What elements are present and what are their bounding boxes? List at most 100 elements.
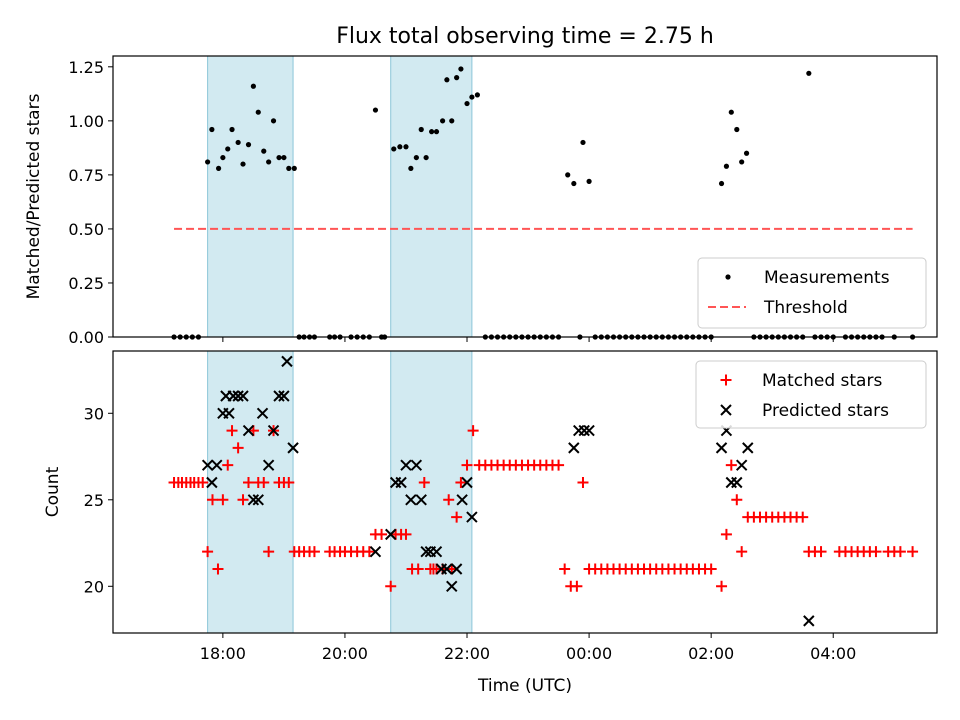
measurement-point [429,129,435,135]
measurement-point [586,178,592,184]
matched-stars-point [731,494,743,506]
matched-stars-point [894,546,906,558]
matched-stars-point [385,580,397,592]
matched-stars-point [263,546,275,558]
y-tick-label: 0.00 [68,328,104,347]
legend-box [695,360,927,429]
x-tick-label: 22:00 [444,644,490,663]
measurement-point [418,126,424,133]
measurement-point [250,83,256,89]
y-tick-label: 30 [84,404,104,423]
predicted-stars-point [441,563,453,575]
predicted-stars-point [578,424,590,437]
matched-stars-point [716,580,728,592]
predicted-stars-point [446,580,458,592]
matched-stars-point [376,528,388,540]
measurement-point [458,66,464,72]
measurement-point [806,70,812,76]
matched-stars-point [553,459,565,471]
measurement-point [235,139,241,146]
matched-stars-point [577,476,589,488]
predicted-stars-point [400,459,412,471]
predicted-stars-point [227,390,239,402]
predicted-stars-point [803,615,815,627]
predicted-stars-point [262,459,275,471]
chart-title: Flux total observing time = 2.75 h [336,24,714,49]
measurement-point [391,146,397,152]
y-tick-label: 1.00 [68,112,104,131]
shaded-interval [207,55,294,338]
matched-stars-point [202,546,214,558]
matched-stars-point [197,476,209,488]
measurement-point [734,126,740,133]
matched-stars-point [559,563,571,575]
measurement-point [723,163,730,169]
measurement-point [413,154,419,161]
matched-stars-point [217,494,229,506]
legend-label: Predicted stars [762,401,889,421]
predicted-stars-point [385,528,397,541]
measurement-point [743,150,750,156]
matched-stars-point [222,459,234,471]
x-tick-label: 20:00 [322,644,368,663]
measurement-point [372,107,379,113]
axes-frame [112,350,938,634]
measurement-point [440,118,446,124]
measurement-point [449,118,455,124]
predicted-stars-point [287,442,299,454]
y-axis-label: Matched/Predicted stars [24,93,44,299]
matched-stars-point [308,546,320,558]
measurement-point [728,109,734,115]
shaded-interval [390,55,473,338]
matched-stars-point [705,563,717,575]
legend-label: Threshold [763,298,848,318]
legend-matched-swatch [720,374,732,386]
predicted-stars-point [232,390,244,402]
measurement-point [580,139,586,146]
legend: Matched stars Predicted stars [695,360,927,429]
matched-stars-point [232,442,244,454]
measurement-point [245,142,252,148]
measurement-point [215,165,222,171]
predicted-stars-point [247,494,260,506]
matched-stars-point [258,476,270,488]
legend-box [697,257,927,329]
x-axis-label: Time (UTC) [477,676,572,696]
predicted-stars-point [450,563,463,575]
matched-stars-point [907,546,919,558]
matched-stars-point [451,511,463,523]
predicted-stars-point [415,494,427,506]
measurement-point [205,159,211,165]
x-tick-label: 18:00 [200,644,246,663]
y-axis-label: Count [43,466,63,517]
x-tick-label: 00:00 [566,644,612,663]
measurement-point [255,109,261,115]
matched-stars-point [226,425,238,437]
measurement-point [281,154,287,161]
matched-stars-point [571,580,583,592]
predicted-stars-point [256,407,269,419]
measurement-point [469,94,475,100]
measurement-point [209,126,215,133]
y-tick-label: 1.25 [68,58,104,77]
matched-stars-point [237,494,249,506]
matched-stars-point [870,546,882,558]
matched-stars-point [412,563,424,575]
measurement-point [565,172,571,178]
measurement-point [423,154,429,161]
legend: Measurements Threshold [697,257,927,329]
matched-stars-point [363,546,375,558]
predicted-stars-point [395,476,407,489]
x-tick-label: 02:00 [688,644,734,663]
legend-measurement-swatch [725,274,731,280]
shaded-interval [207,350,294,634]
matched-stars-point [467,425,479,437]
measurement-point [739,159,745,165]
measurement-point [225,146,231,152]
matched-stars-point [725,459,737,471]
predicted-stars-point [223,407,235,419]
predicted-stars-point [410,459,423,471]
predicted-stars-point [466,511,478,523]
predicted-stars-point [369,545,382,558]
measurement-point [276,154,282,161]
